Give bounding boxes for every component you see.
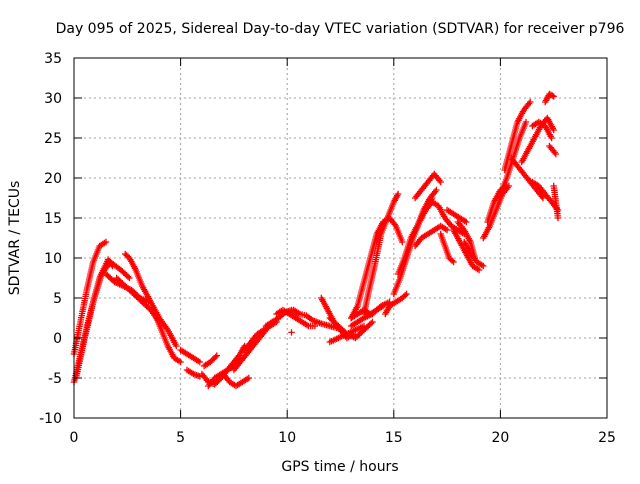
series-track-28 bbox=[382, 290, 410, 318]
series-track-09 bbox=[183, 366, 203, 380]
data-point bbox=[550, 93, 557, 100]
series-track-13 bbox=[220, 370, 252, 390]
data-point bbox=[448, 257, 456, 264]
data-point bbox=[552, 150, 559, 158]
chart-title: Day 095 of 2025, Sidereal Day-to-day VTE… bbox=[56, 21, 625, 37]
data-point bbox=[403, 290, 410, 298]
series-track-35 bbox=[443, 206, 470, 226]
data-point bbox=[367, 320, 375, 327]
series-track-42 bbox=[501, 98, 534, 174]
series-track-32 bbox=[411, 222, 451, 250]
data-point bbox=[102, 238, 110, 246]
series-track-27 bbox=[373, 214, 406, 246]
x-tick-label: 0 bbox=[70, 430, 79, 446]
data-point bbox=[360, 322, 368, 330]
data-point bbox=[173, 342, 180, 350]
data-point bbox=[433, 186, 440, 194]
data-points bbox=[70, 90, 562, 390]
y-tick-label: 30 bbox=[44, 91, 62, 107]
axis-ticks: -10 -5 0 5 10 15 20 25 30 35 0 5 10 15 20 25 bbox=[39, 51, 616, 446]
data-point bbox=[369, 318, 376, 326]
data-point bbox=[196, 358, 203, 366]
gridlines bbox=[74, 58, 607, 418]
series-track-19 bbox=[288, 329, 295, 336]
y-axis-title: SDTVAR / TECUs bbox=[7, 181, 23, 296]
data-point bbox=[554, 214, 562, 222]
data-point bbox=[245, 374, 252, 382]
y-tick-label: 25 bbox=[44, 131, 62, 147]
y-tick-label: 20 bbox=[44, 171, 62, 187]
data-point bbox=[471, 254, 478, 262]
y-tick-label: 35 bbox=[44, 51, 62, 67]
series-track-36 bbox=[450, 226, 483, 274]
x-tick-label: 15 bbox=[385, 430, 403, 446]
series-track-22 bbox=[326, 322, 368, 346]
x-tick-label: 10 bbox=[278, 430, 296, 446]
x-axis-title: GPS time / hours bbox=[281, 459, 398, 475]
data-point bbox=[402, 292, 409, 299]
series-track-39 bbox=[480, 182, 513, 242]
data-point bbox=[212, 353, 219, 361]
data-point bbox=[177, 358, 184, 366]
y-tick-label: -10 bbox=[39, 411, 62, 427]
y-tick-label: 10 bbox=[44, 251, 62, 267]
x-tick-label: 20 bbox=[491, 430, 509, 446]
series-track-01 bbox=[70, 238, 110, 358]
series-track-34 bbox=[437, 230, 457, 266]
data-point bbox=[399, 238, 406, 246]
series-track-49 bbox=[550, 182, 562, 222]
data-point bbox=[124, 273, 132, 280]
series-track-46 bbox=[507, 154, 547, 202]
data-point bbox=[437, 178, 444, 186]
series-track-05 bbox=[122, 250, 180, 350]
plot-frame bbox=[73, 57, 608, 419]
data-point bbox=[475, 266, 483, 274]
series-track-44 bbox=[529, 118, 555, 142]
series-track-47 bbox=[542, 90, 557, 106]
data-point bbox=[527, 98, 534, 106]
y-tick-label: 5 bbox=[53, 291, 62, 307]
data-point bbox=[288, 329, 295, 336]
series-track-31 bbox=[411, 170, 444, 202]
series-track-30 bbox=[394, 186, 440, 278]
y-tick-label: 15 bbox=[44, 211, 62, 227]
x-tick-label: 5 bbox=[176, 430, 185, 446]
series-track-10 bbox=[200, 352, 220, 370]
data-point bbox=[394, 190, 402, 198]
y-tick-label: 0 bbox=[53, 331, 62, 347]
series-track-38 bbox=[454, 218, 478, 262]
series-track-08 bbox=[177, 346, 203, 366]
data-point bbox=[443, 226, 451, 234]
data-point bbox=[548, 134, 555, 142]
series-track-33 bbox=[422, 198, 468, 238]
series-track-48 bbox=[546, 142, 559, 158]
series-track-07 bbox=[151, 310, 184, 366]
data-point bbox=[463, 218, 470, 226]
data-point bbox=[450, 258, 457, 266]
y-tick-label: -5 bbox=[48, 371, 62, 387]
data-point bbox=[539, 194, 547, 202]
series-track-17 bbox=[273, 306, 319, 330]
data-point bbox=[522, 118, 530, 126]
data-point bbox=[550, 126, 557, 134]
series-track-43 bbox=[518, 114, 557, 166]
data-point bbox=[126, 274, 133, 282]
data-point bbox=[480, 262, 487, 270]
data-point bbox=[549, 92, 556, 99]
x-tick-label: 25 bbox=[598, 430, 616, 446]
data-point bbox=[213, 352, 220, 359]
